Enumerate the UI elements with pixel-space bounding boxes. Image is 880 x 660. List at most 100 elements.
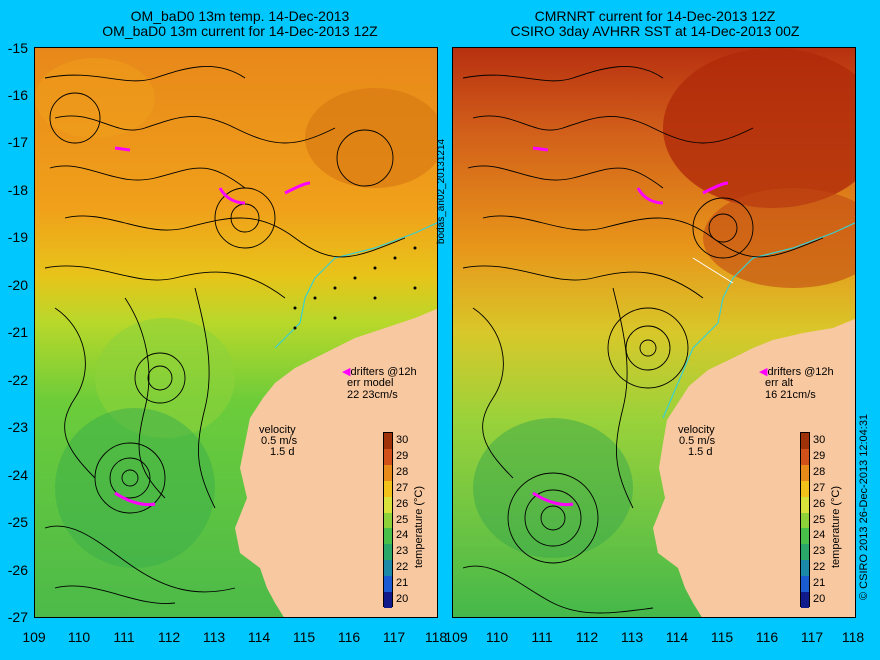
colorbar-segment	[801, 560, 809, 577]
lon-tick: 115	[292, 629, 316, 645]
colorbar-tick-label: 22	[396, 561, 409, 574]
colorbar-segment	[801, 464, 809, 482]
colorbar-segment	[801, 544, 809, 561]
right-panel-title: CMRNRT current for 14-Dec-2013 12Z CSIRO…	[455, 9, 855, 39]
lat-tick: -21	[7, 324, 28, 340]
colorbar-tick-label: 24	[813, 529, 826, 542]
lon-tick: 113	[620, 629, 644, 645]
drifter-legend-icon: ◀	[759, 366, 768, 378]
lat-tick: -18	[7, 182, 28, 198]
colorbar	[383, 432, 393, 609]
colorbar-segment	[384, 512, 392, 529]
drifter-tracks	[114, 146, 311, 507]
colorbar-tick-label: 21	[396, 577, 409, 590]
right-err-label: err alt	[765, 377, 794, 389]
colorbar-segment	[384, 544, 392, 561]
colorbar-tick-label: 28	[396, 465, 409, 478]
colorbar-segment	[384, 480, 392, 498]
left-velocity-label: velocity	[259, 424, 296, 436]
lon-tick: 118	[841, 629, 865, 645]
lon-tick: 110	[485, 629, 509, 645]
lon-tick: 111	[531, 629, 553, 645]
lon-tick: 114	[247, 629, 271, 645]
lat-tick: -20	[7, 277, 28, 293]
colorbar-segment	[801, 512, 809, 529]
lon-tick: 112	[157, 629, 181, 645]
colorbar-segment	[384, 576, 392, 593]
colorbar-tick-label: 30	[396, 433, 409, 446]
colorbar-segment	[801, 433, 809, 450]
lat-tick: -17	[7, 134, 28, 150]
lat-tick: -15	[7, 40, 28, 56]
colorbar-tick-label: 26	[396, 497, 409, 510]
credit-label: © CSIRO 2013 26-Dec-2013 12:04:31	[858, 413, 870, 600]
colorbar-tick-label: 26	[813, 497, 826, 510]
colorbar-tick-label: 27	[396, 481, 409, 494]
lat-tick: -19	[7, 229, 28, 245]
left-err-label: err model	[347, 377, 394, 389]
colorbar-segment	[384, 464, 392, 482]
colorbar-segment	[384, 560, 392, 577]
lon-tick: 117	[800, 629, 824, 645]
colorbar-segment	[384, 528, 392, 545]
run-label: bodas_an02_20131214	[436, 138, 447, 244]
lon-tick: 114	[665, 629, 689, 645]
colorbar-tick-label: 29	[396, 449, 409, 462]
current-streamlines-right	[462, 66, 824, 614]
lon-tick: 118	[424, 629, 448, 645]
colorbar-segment	[384, 433, 392, 450]
right-map-panel	[452, 47, 856, 618]
colorbar-segment	[384, 448, 392, 466]
lon-tick: 112	[575, 629, 599, 645]
drifter-tracks-right	[532, 146, 729, 507]
right-velocity-scale: 0.5 m/s	[679, 435, 716, 447]
colorbar-tick-label: 27	[813, 481, 826, 494]
colorbar-segment	[384, 592, 392, 609]
coastline-line-right	[662, 222, 855, 419]
colorbar-segment	[801, 592, 809, 609]
colorbar-tick-label: 22	[813, 561, 826, 574]
lon-tick: 116	[337, 629, 361, 645]
left-title-line2: OM_baD0 13m current for 14-Dec-2013 12Z	[102, 23, 378, 39]
colorbar-tick-label: 25	[396, 513, 409, 526]
colorbar-segment	[801, 480, 809, 498]
right-velocity-time: 1.5 d	[688, 446, 713, 458]
coastline-line	[274, 222, 437, 349]
colorbar-tick-label: 20	[396, 593, 409, 606]
right-velocity-label: velocity	[678, 424, 715, 436]
colorbar-title-right: temperature (°C)	[830, 485, 842, 568]
colorbar-title: temperature (°C)	[413, 485, 425, 568]
right-drifters-legend: ◀drifters @12h	[759, 366, 834, 378]
lat-tick: -26	[7, 562, 28, 578]
colorbar-tick-label: 28	[813, 465, 826, 478]
lat-tick: -24	[7, 467, 28, 483]
lon-tick: 113	[202, 629, 226, 645]
white-track-line	[692, 257, 734, 284]
colorbar-segment	[801, 448, 809, 466]
colorbar-tick-label: 25	[813, 513, 826, 526]
lon-tick: 117	[382, 629, 406, 645]
right-title-line1: CMRNRT current for 14-Dec-2013 12Z	[534, 8, 776, 24]
left-drifters-legend: ◀drifters @12h	[342, 366, 417, 378]
colorbar-tick-label: 24	[396, 529, 409, 542]
colorbar-tick-label: 30	[813, 433, 826, 446]
colorbar-segment	[384, 496, 392, 514]
colorbar-tick-label: 20	[813, 593, 826, 606]
colorbar-segment	[801, 576, 809, 593]
lon-tick: 115	[710, 629, 734, 645]
lat-tick: -22	[7, 372, 28, 388]
lon-tick: 116	[755, 629, 779, 645]
lat-tick: -23	[7, 419, 28, 435]
lon-tick: 111	[113, 629, 135, 645]
right-err-value: 16 21cm/s	[765, 389, 816, 401]
left-map-panel	[34, 47, 438, 618]
left-map-svg	[35, 48, 437, 617]
left-panel-title: OM_baD0 13m temp. 14-Dec-2013 OM_baD0 13…	[40, 9, 440, 39]
left-title-line1: OM_baD0 13m temp. 14-Dec-2013	[130, 8, 350, 24]
lat-tick: -27	[7, 609, 28, 625]
colorbar-segment	[801, 496, 809, 514]
right-map-svg	[453, 48, 855, 617]
current-vector-dots	[293, 246, 417, 330]
colorbar-tick-label: 23	[813, 545, 826, 558]
colorbar-right	[800, 432, 810, 609]
